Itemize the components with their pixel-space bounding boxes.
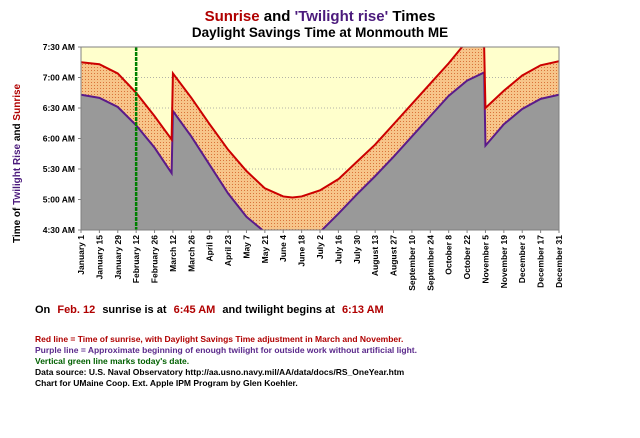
x-tick-label: October 8 xyxy=(444,235,454,275)
x-tick-label: August 13 xyxy=(370,235,380,276)
x-tick-label: March 26 xyxy=(186,235,196,272)
y-tick-label: 4:30 AM xyxy=(43,225,75,235)
y-tick-label: 6:00 AM xyxy=(43,134,75,144)
x-tick-label: June 18 xyxy=(297,235,307,267)
note-green-line: Vertical green line marks today's date. xyxy=(35,356,190,366)
title-twilight: 'Twilight rise' xyxy=(294,8,389,25)
x-tick-label: April 23 xyxy=(223,235,233,266)
today-mid2: and twilight begins at xyxy=(222,304,335,316)
chart-subtitle: Daylight Savings Time at Monmouth ME xyxy=(191,25,449,40)
y-tick-label: 7:30 AM xyxy=(43,42,75,52)
title-times: Times xyxy=(388,8,436,25)
x-tick-label: September 24 xyxy=(425,235,435,291)
sunrise-twilight-band xyxy=(81,47,559,230)
x-tick-label: May 7 xyxy=(241,235,251,259)
sunrise-line xyxy=(81,47,559,199)
today-twilight-time: 6:13 AM xyxy=(341,304,384,316)
plot-clip-group xyxy=(81,47,559,230)
x-tick-label: July 16 xyxy=(333,235,343,264)
today-mid: sunrise is at xyxy=(102,304,167,316)
x-tick-label: December 31 xyxy=(554,235,564,288)
today-prefix: On xyxy=(35,304,51,316)
x-tick-label: February 12 xyxy=(131,235,141,283)
notes-block: Red line = Time of sunrise, with Dayligh… xyxy=(35,334,417,389)
x-tick-label: May 21 xyxy=(260,235,270,264)
twilight-area xyxy=(81,72,559,230)
x-tick-label: January 1 xyxy=(76,235,86,275)
note-credit: Chart for UMaine Coop. Ext. Apple IPM Pr… xyxy=(35,378,298,388)
x-tick-label: September 10 xyxy=(407,235,417,291)
y-tick-label: 6:30 AM xyxy=(43,103,75,113)
note-purple-line: Purple line = Approximate beginning of e… xyxy=(35,345,417,355)
y-tick-label: 7:00 AM xyxy=(43,73,75,83)
today-date: Feb. 12 xyxy=(57,304,96,316)
x-tick-label: July 30 xyxy=(352,235,362,264)
title-sunrise: Sunrise xyxy=(204,8,260,25)
chart-svg: 4:30 AM 5:00 AM 5:30 AM 6:00 AM 6:30 AM 7:00 … xyxy=(43,42,564,291)
today-sunrise-time: 6:45 AM xyxy=(173,304,216,316)
y-tick-label: 5:30 AM xyxy=(43,164,75,174)
x-tick-label: March 12 xyxy=(168,235,178,272)
x-tick-label: June 4 xyxy=(278,235,288,262)
x-tick-label: December 17 xyxy=(536,235,546,288)
x-tick-label: April 9 xyxy=(205,235,215,262)
note-red-line: Red line = Time of sunrise, with Dayligh… xyxy=(35,334,404,344)
x-tick-label: January 29 xyxy=(113,235,123,280)
chart-title: Sunrise and 'Twilight rise' Times xyxy=(0,8,640,25)
x-tick-label: July 2 xyxy=(315,235,325,259)
note-source: Data source: U.S. Naval Observatory http… xyxy=(35,367,405,377)
x-tick-label: November 5 xyxy=(480,235,490,284)
x-tick-label: October 22 xyxy=(462,235,472,280)
x-tick-label: August 27 xyxy=(389,235,399,276)
x-tick-label: November 19 xyxy=(499,235,509,289)
x-tick-label: January 15 xyxy=(94,235,104,280)
x-tick-label: December 3 xyxy=(517,235,527,283)
y-tick-label: 5:00 AM xyxy=(43,195,75,205)
x-tick-label: February 26 xyxy=(150,235,160,283)
title-and: and xyxy=(259,8,295,25)
today-summary: On Feb. 12 sunrise is at 6:45 AM and twi… xyxy=(35,304,388,316)
